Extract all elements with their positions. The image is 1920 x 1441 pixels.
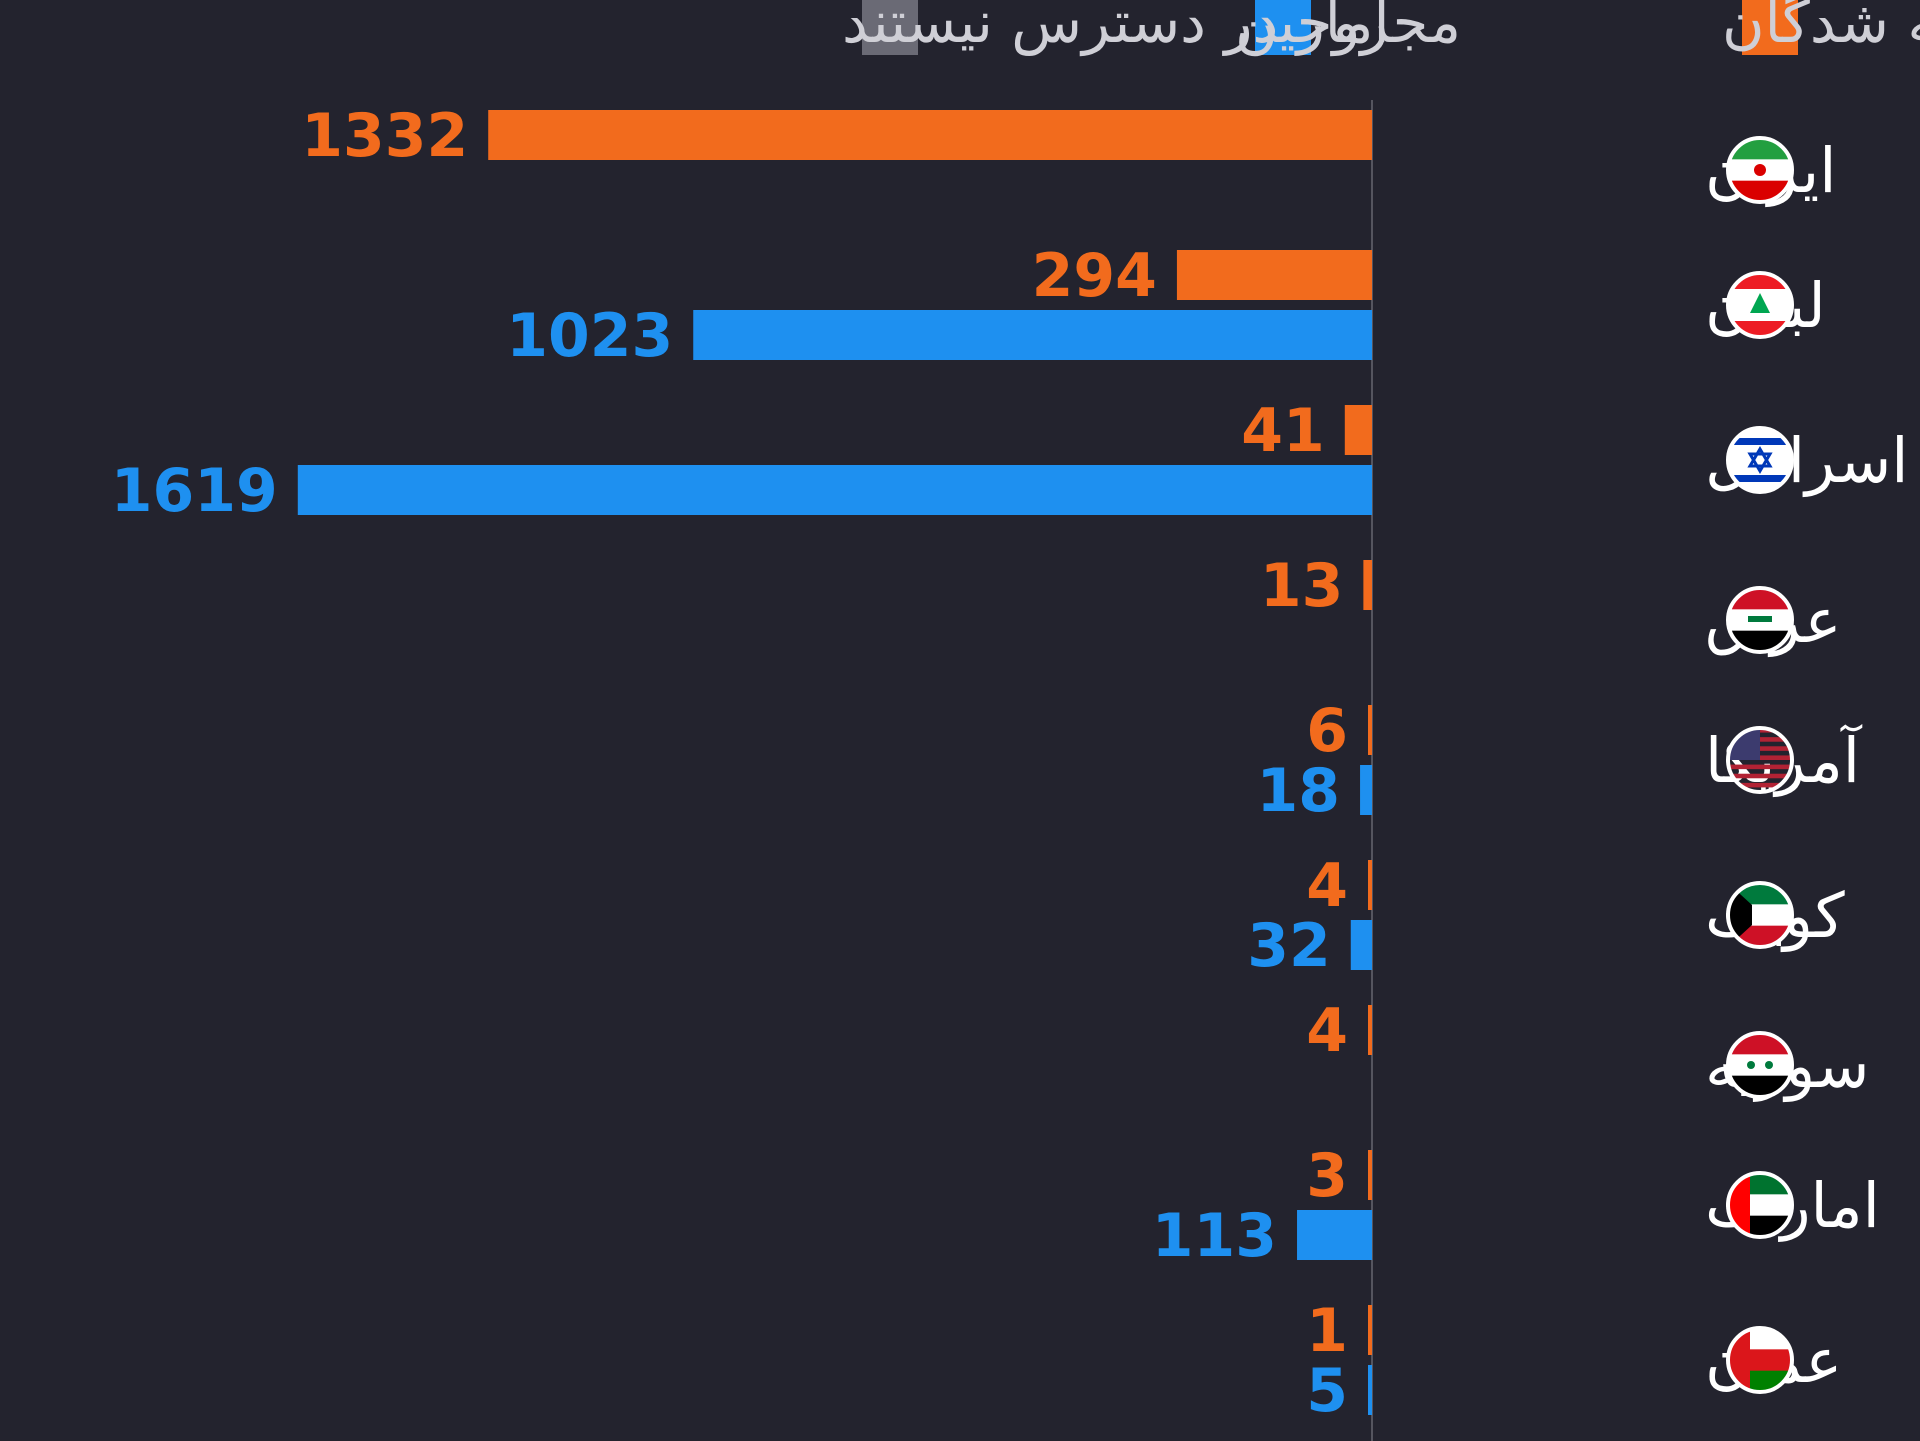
bar-killed	[488, 110, 1372, 160]
value-label-killed: 1	[1306, 1296, 1348, 1366]
value-label-killed: 4	[1306, 996, 1348, 1066]
syria-flag-icon	[1726, 1031, 1794, 1099]
bar-injured	[1297, 1210, 1372, 1260]
bar-injured	[1350, 920, 1372, 970]
legend-label-killed: کشته شدگان	[1722, 0, 1920, 56]
kuwait-flag-icon	[1726, 881, 1794, 949]
value-label-killed: 3	[1306, 1141, 1348, 1211]
value-label-injured: 18	[1257, 756, 1341, 826]
legend-label-injured: مجروحین	[1235, 0, 1461, 57]
bar-killed	[1368, 1150, 1372, 1200]
legend-label-not_available: آمار در دسترس نیستند	[842, 0, 1392, 57]
value-label-injured: 1619	[111, 456, 278, 526]
value-label-killed: 1332	[301, 101, 468, 171]
bar-killed	[1176, 250, 1372, 300]
bar-injured	[1368, 1365, 1372, 1415]
value-label-injured: 113	[1152, 1201, 1277, 1271]
plot-area: ایران1332لبنان2941023اسرائیل411619عراق13…	[111, 100, 1909, 1441]
bar-killed	[1363, 560, 1372, 610]
bar-injured	[297, 465, 1373, 515]
value-label-killed: 13	[1260, 551, 1344, 621]
bar-injured	[693, 310, 1372, 360]
value-label-killed: 6	[1306, 696, 1348, 766]
iran-flag-icon	[1726, 136, 1794, 204]
value-label-killed: 4	[1306, 851, 1348, 921]
value-label-injured: 1023	[506, 301, 673, 371]
lebanon-flag-icon	[1726, 271, 1794, 339]
value-label-killed: 41	[1241, 396, 1325, 466]
value-label-injured: 5	[1306, 1356, 1348, 1426]
bar-killed	[1344, 405, 1372, 455]
uae-flag-icon	[1726, 1171, 1794, 1239]
bar-killed	[1368, 860, 1372, 910]
value-label-injured: 32	[1247, 911, 1331, 981]
bar-killed	[1368, 705, 1372, 755]
value-label-killed: 294	[1032, 241, 1157, 311]
bar-injured	[1360, 765, 1372, 815]
bar-killed	[1368, 1005, 1372, 1055]
legend-swatch-not_available	[862, 0, 918, 55]
israel-flag-icon	[1726, 426, 1794, 494]
iraq-flag-icon	[1726, 586, 1794, 654]
legend-swatch-killed	[1742, 0, 1798, 55]
oman-flag-icon	[1726, 1326, 1794, 1394]
bar-killed	[1368, 1305, 1372, 1355]
legend-swatch-injured	[1255, 0, 1311, 55]
